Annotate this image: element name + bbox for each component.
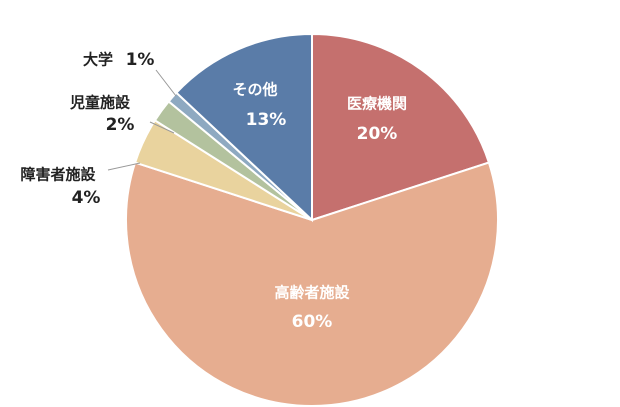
slice-label: 高齢者施設 <box>274 284 350 302</box>
slice-value: 60% <box>292 312 333 332</box>
leader-line <box>155 69 177 97</box>
slice-value: 4% <box>72 188 101 208</box>
slice-label: 医療機関 <box>347 95 407 113</box>
leader-line <box>107 162 141 171</box>
slice-label: その他 <box>232 81 277 99</box>
slice-label: 障害者施設 <box>20 166 96 184</box>
slice-label: 児童施設 <box>69 94 131 112</box>
pie-slice <box>311 32 491 222</box>
leader-line <box>149 121 175 134</box>
slice-value: 2% <box>106 115 135 135</box>
slice-value: 13% <box>246 110 287 130</box>
pie-slice <box>174 32 313 223</box>
pie-slice <box>125 161 499 407</box>
slice-value: 20% <box>357 124 398 144</box>
slice-label: 大学 <box>83 51 113 69</box>
slice-value: 1% <box>126 50 155 70</box>
